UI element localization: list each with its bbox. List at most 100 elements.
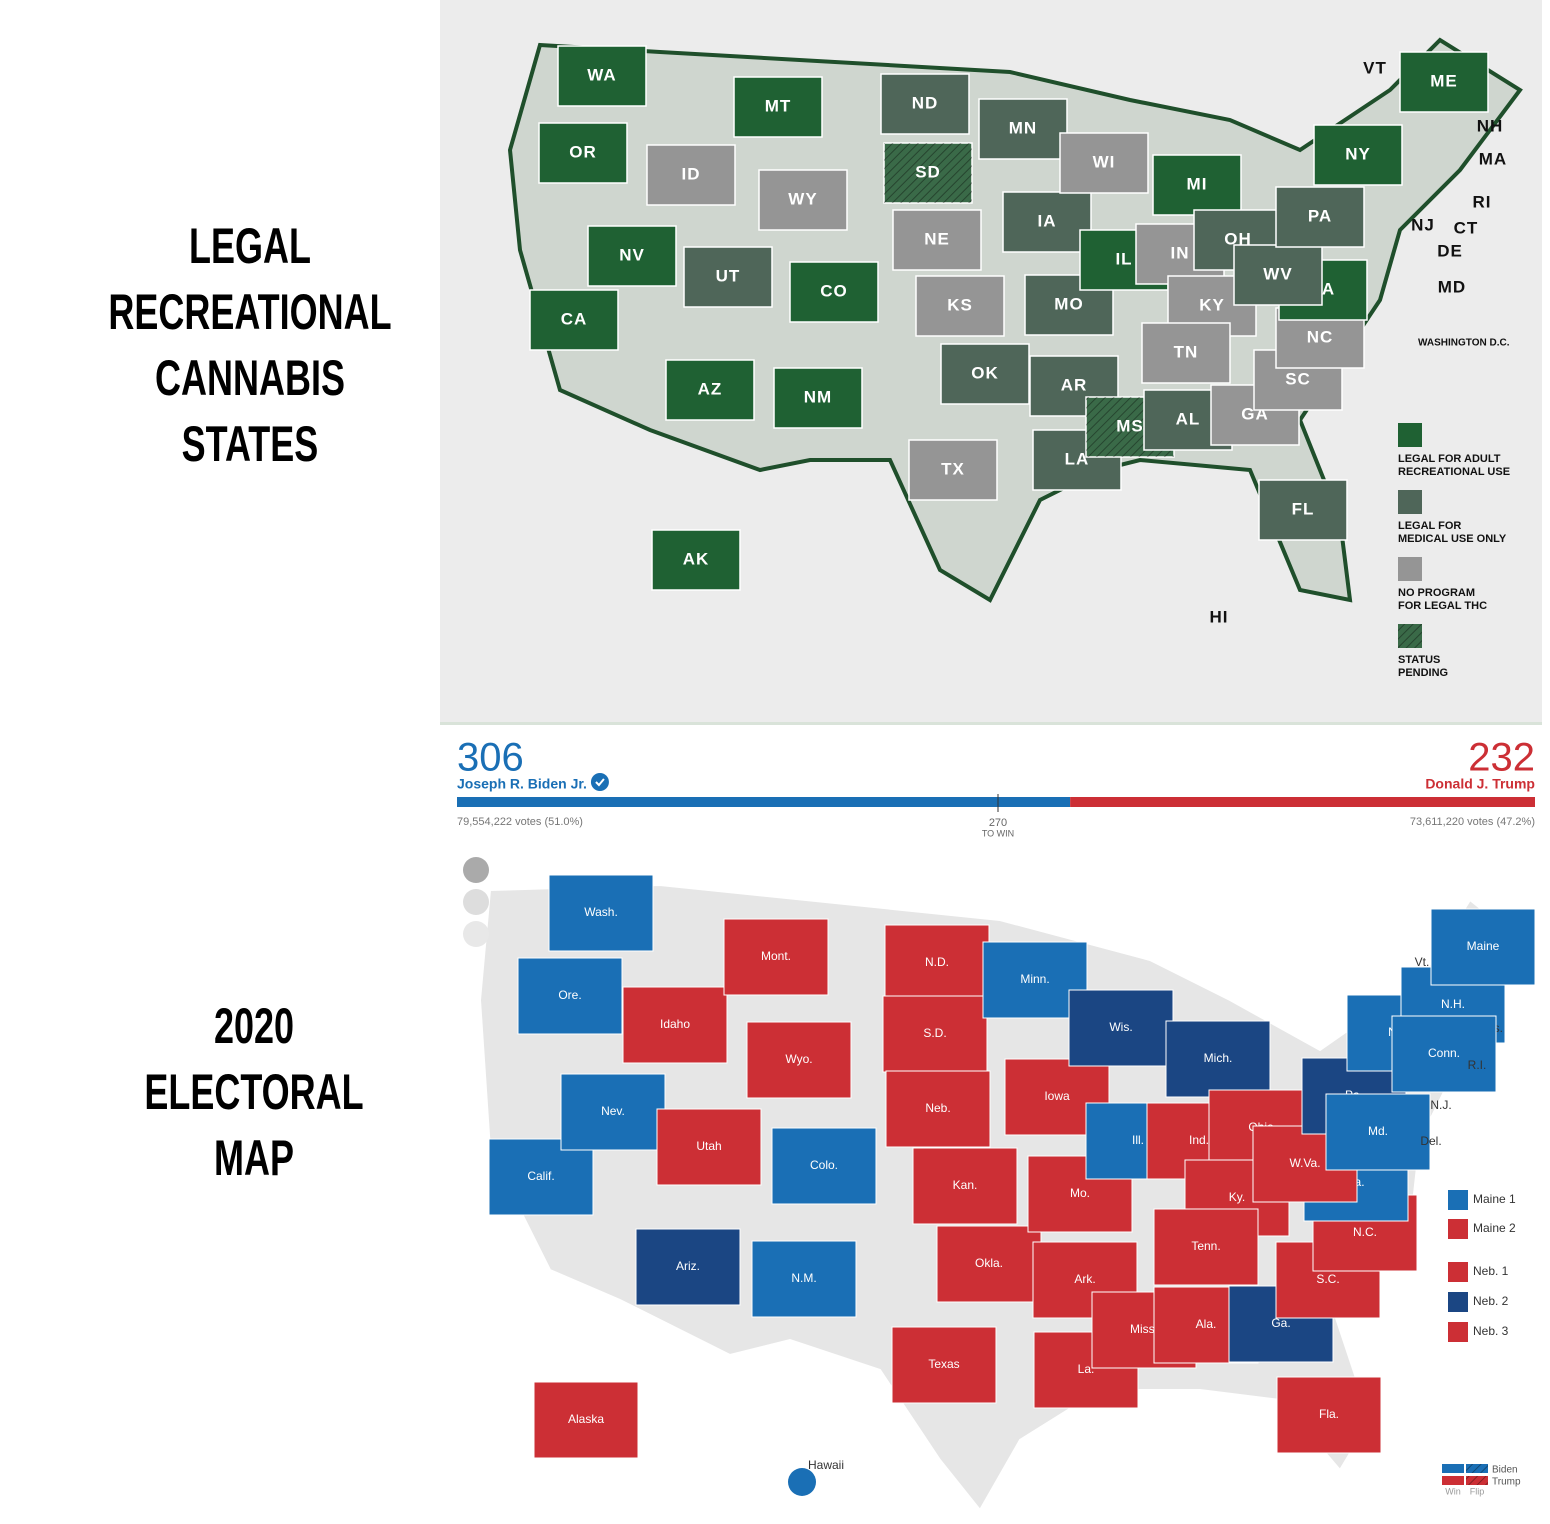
zoom-out-button[interactable] <box>463 889 489 915</box>
state-label: Ill. <box>1132 1133 1144 1147</box>
state-label: Iowa <box>1044 1089 1070 1103</box>
heading-line: MAP <box>214 1132 294 1187</box>
legend-swatch <box>1448 1262 1468 1282</box>
state-label: Conn. <box>1428 1046 1460 1060</box>
key-hatch <box>1466 1476 1488 1485</box>
callout: WASHINGTON D.C. <box>1418 338 1510 349</box>
state-label: KY <box>1199 295 1225 314</box>
state <box>885 1070 991 1148</box>
state <box>771 1127 877 1205</box>
legend-swatch <box>1448 1219 1468 1239</box>
state <box>882 995 988 1073</box>
state <box>1313 124 1403 186</box>
legend-swatch <box>1398 490 1422 514</box>
state-label: MO <box>1054 294 1083 313</box>
state-label: S.C. <box>1316 1272 1339 1286</box>
key-hatch <box>1466 1464 1488 1473</box>
threshold-value: 270 <box>989 817 1007 829</box>
key-swatch <box>1442 1476 1464 1485</box>
divider <box>440 722 1542 725</box>
state-label: RI <box>1473 192 1492 211</box>
state <box>884 924 990 1002</box>
state-label: Md. <box>1368 1124 1388 1138</box>
state-label: Miss. <box>1130 1322 1158 1336</box>
state-label: ID <box>682 164 701 183</box>
legend-label: Neb. 2 <box>1473 1294 1509 1308</box>
state <box>622 986 728 1064</box>
state-label: NJ <box>1411 215 1435 234</box>
state-label: CT <box>1454 218 1479 237</box>
state <box>651 529 741 591</box>
state-label: NH <box>1477 116 1504 135</box>
state <box>936 1225 1042 1303</box>
state <box>891 1326 997 1404</box>
legend-swatch <box>1448 1322 1468 1342</box>
legend-swatch <box>1448 1292 1468 1312</box>
zoom-in-button[interactable] <box>463 857 489 883</box>
state <box>915 275 1005 337</box>
state-label: MI <box>1187 174 1208 193</box>
state-label: Mo. <box>1070 1186 1090 1200</box>
key-label: Flip <box>1470 1486 1485 1496</box>
legend-label: MEDICAL USE ONLY <box>1398 533 1507 545</box>
state <box>978 98 1068 160</box>
state-label: Alaska <box>568 1412 604 1426</box>
legend-label: NO PROGRAM <box>1398 587 1475 599</box>
popular-vote: 79,554,222 votes (51.0%) <box>457 816 583 828</box>
state-label: Minn. <box>1020 972 1049 986</box>
state <box>1430 908 1536 986</box>
popular-vote: 73,611,220 votes (47.2%) <box>1410 816 1535 828</box>
state-label: N.M. <box>791 1271 816 1285</box>
state-label: NM <box>804 387 832 406</box>
state-label: AK <box>683 549 710 568</box>
state <box>758 169 848 231</box>
state-label: TX <box>941 459 965 478</box>
reset-button[interactable] <box>463 921 489 947</box>
state-label: NE <box>924 229 950 248</box>
state-label: Colo. <box>810 1158 838 1172</box>
state-label: AL <box>1176 409 1201 428</box>
state-label: WV <box>1263 264 1292 283</box>
state-label: TN <box>1174 342 1199 361</box>
state-label: WI <box>1093 152 1116 171</box>
heading-line: ELECTORAL <box>144 1066 363 1121</box>
legend-label: Neb. 3 <box>1473 1324 1509 1338</box>
state-label: Nev. <box>601 1104 625 1118</box>
state-label: Wyo. <box>785 1052 812 1066</box>
state-label: La. <box>1078 1362 1095 1376</box>
state <box>587 225 677 287</box>
state-label: Ariz. <box>676 1259 700 1273</box>
state <box>1391 1015 1497 1093</box>
legend-label: RECREATIONAL USE <box>1398 466 1510 478</box>
state <box>789 261 879 323</box>
state <box>1153 1208 1259 1286</box>
heading-line: LEGAL <box>189 220 311 275</box>
state-label: N.D. <box>925 955 949 969</box>
state-label: MS <box>1116 416 1144 435</box>
state-label: Mont. <box>761 949 791 963</box>
state-label: VT <box>1363 58 1387 77</box>
state <box>1152 154 1242 216</box>
key-swatch <box>1442 1464 1464 1473</box>
state <box>517 957 623 1035</box>
state-label: N.C. <box>1353 1225 1377 1239</box>
state <box>788 1468 816 1496</box>
heading-line: RECREATIONAL <box>108 286 391 341</box>
state-label: N.H. <box>1441 997 1465 1011</box>
state-label: Calif. <box>527 1169 554 1183</box>
state-label: AZ <box>698 379 723 398</box>
state-label: NC <box>1307 327 1334 346</box>
state-label: MD <box>1438 277 1466 296</box>
state <box>912 1147 1018 1225</box>
legend-swatch <box>1448 1190 1468 1210</box>
state-label: UT <box>716 266 741 285</box>
state-label: CA <box>561 309 588 328</box>
state-label: Utah <box>696 1139 721 1153</box>
state-label: Kan. <box>953 1178 978 1192</box>
legend-swatch <box>1398 557 1422 581</box>
state <box>892 209 982 271</box>
state-label: SC <box>1285 369 1311 388</box>
state <box>646 144 736 206</box>
state-label: Hawaii <box>808 1458 844 1472</box>
